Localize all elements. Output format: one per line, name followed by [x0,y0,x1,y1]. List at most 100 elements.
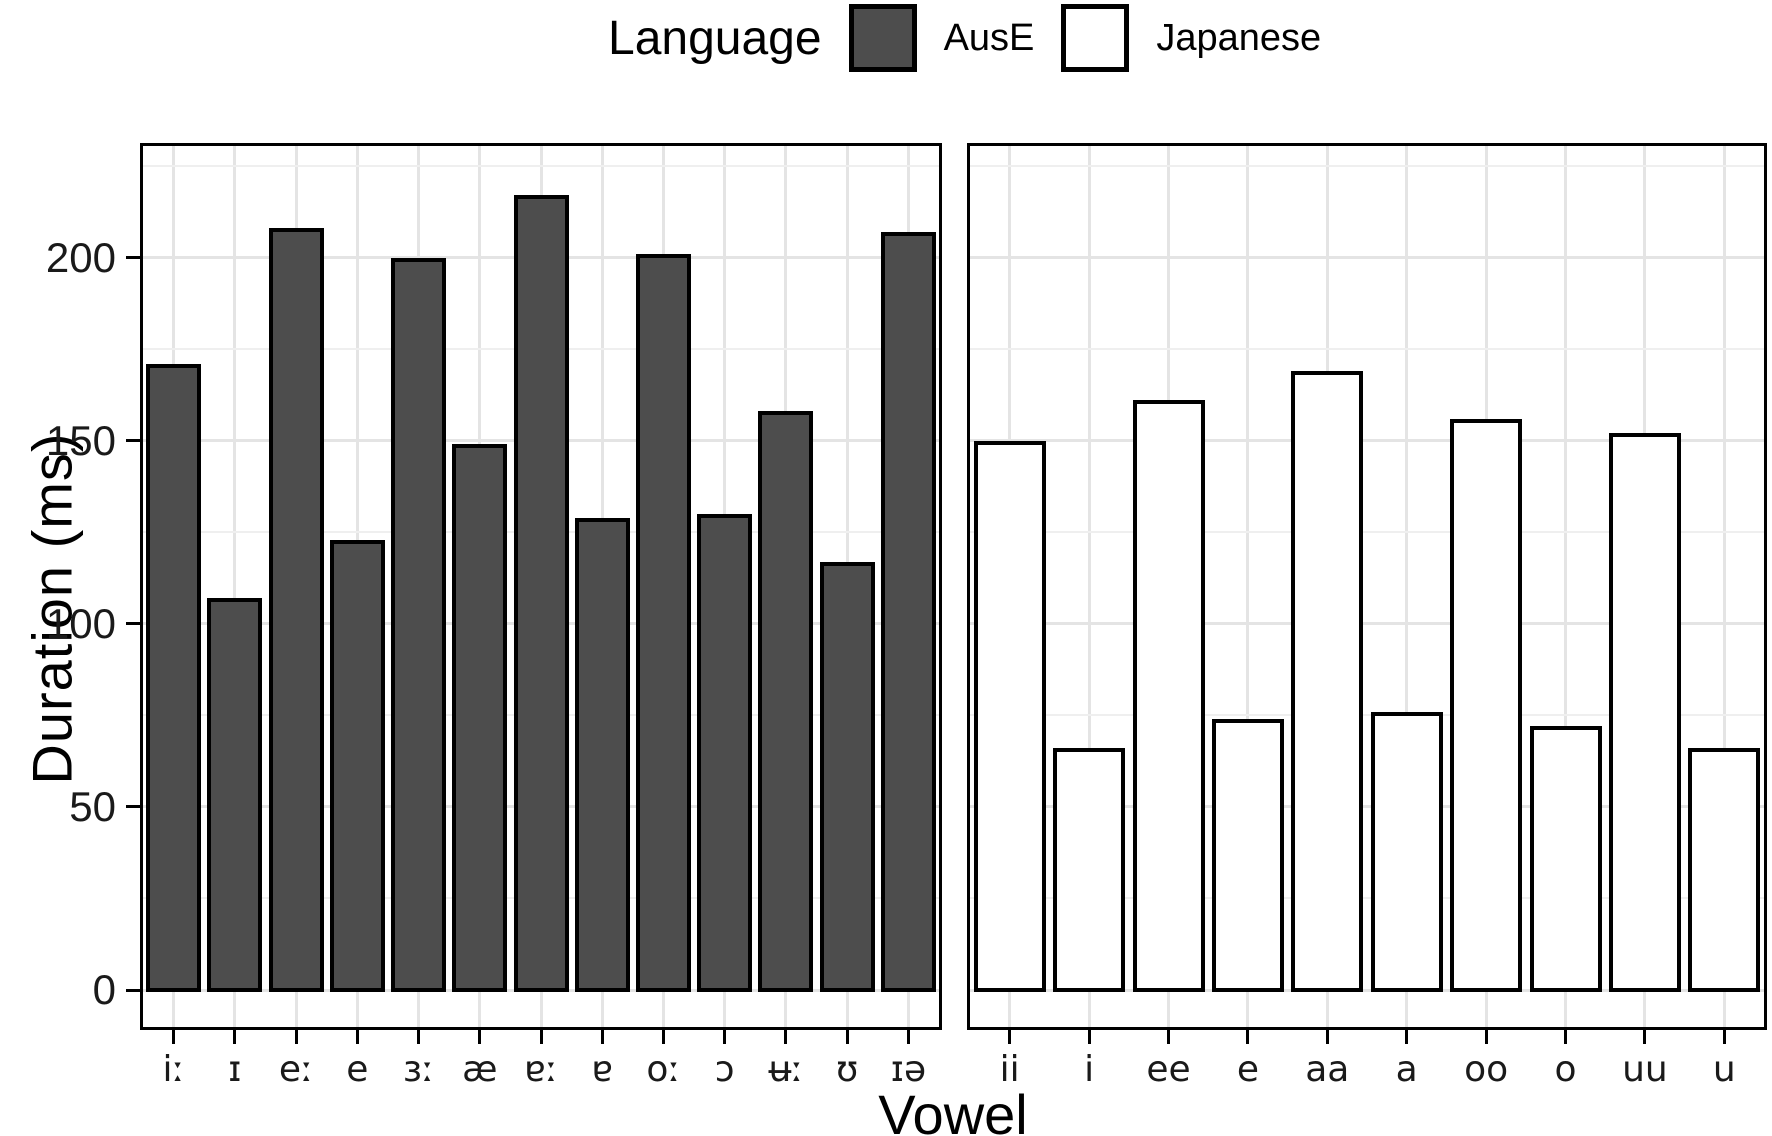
x-tick [539,1030,543,1044]
x-tick-label: e [346,1049,369,1090]
gridline [970,622,1764,626]
x-tick [600,1030,604,1044]
x-tick-label: æ [462,1049,498,1090]
bar-ause-eː [269,228,324,992]
x-tick [845,1030,849,1044]
facet-panel-japanese [967,143,1767,1030]
x-tick [1564,1030,1567,1044]
bar-japanese-oo [1450,419,1522,992]
bar-ause-ɔ [697,514,752,992]
gridline [970,988,1764,992]
gridline [970,714,1764,717]
x-tick [906,1030,910,1044]
x-tick [172,1030,176,1044]
y-tick [126,622,140,626]
legend-label-ause: AusE [943,16,1035,59]
y-tick [126,805,140,809]
x-tick [1246,1030,1250,1044]
bar-japanese-i [1053,748,1125,992]
y-tick-label: 200 [45,233,116,281]
x-tick [1325,1030,1329,1044]
x-tick-label: ɪ [228,1049,242,1090]
legend-label-japanese: Japanese [1156,16,1322,59]
bar-ause-iː [146,364,201,992]
gridline [970,805,1764,809]
bar-ause-ɪə [881,232,936,992]
x-tick-label: ʊ [836,1049,859,1090]
bar-japanese-aa [1291,371,1363,992]
x-tick-label: ɐː [524,1049,558,1090]
gridline [143,165,939,168]
bar-ause-æ [452,444,507,992]
x-tick [417,1030,421,1044]
gridline [970,439,1764,443]
bar-japanese-ee [1133,400,1205,992]
x-tick [1008,1030,1012,1044]
x-tick-label: u [1712,1049,1736,1090]
x-tick-label: ʉː [768,1049,804,1090]
y-tick-label: 50 [69,782,116,830]
legend-title: Language [608,11,822,65]
bar-japanese-o [1530,726,1602,992]
bar-ause-ʉː [758,411,813,992]
x-tick-label: i [1084,1049,1095,1090]
gridline [970,531,1764,534]
bar-ause-ʊ [820,562,875,992]
bar-ause-oː [636,254,691,992]
x-tick-label: a [1395,1049,1418,1090]
legend: Language AusE Japanese [608,1,1321,75]
x-tick [233,1030,237,1044]
x-tick [1167,1030,1170,1044]
gridline [1087,146,1091,1027]
gridline [970,897,1764,900]
x-tick [478,1030,482,1044]
x-tick-label: ee [1146,1049,1191,1090]
x-tick-label: oː [646,1049,681,1090]
bar-ause-ɐː [514,195,569,992]
gridline [1246,146,1250,1027]
x-tick [1643,1030,1647,1044]
bar-ause-ɜː [391,258,446,992]
gridline [1405,146,1409,1027]
x-tick-label: iː [162,1049,185,1090]
facet-panel-ause [140,143,942,1030]
y-tick-label: 150 [45,416,116,464]
x-tick [294,1030,298,1044]
legend-key-ause-swatch [848,4,917,72]
x-tick-label: eː [278,1049,314,1090]
bar-ause-e [330,540,385,992]
x-tick-label: uu [1622,1049,1668,1090]
x-tick-label: aa [1305,1049,1350,1090]
gridline [970,165,1764,168]
x-tick [723,1030,727,1044]
bar-japanese-u [1688,748,1760,992]
y-tick [126,439,140,443]
bar-japanese-uu [1609,433,1681,992]
x-tick [784,1030,788,1044]
x-tick [1405,1030,1409,1044]
gridline [1564,146,1567,1027]
x-tick-label: o [1554,1049,1577,1090]
x-tick-label: ɔ [714,1049,735,1090]
y-tick-label: 0 [92,966,116,1013]
bar-japanese-a [1371,712,1443,992]
y-tick [126,988,140,992]
bar-japanese-ii [974,441,1046,992]
gridline [233,146,237,1027]
legend-key-japanese-swatch [1061,4,1130,72]
x-tick-label: ii [999,1049,1020,1090]
y-tick [126,256,140,260]
bar-ause-ɐ [575,518,630,992]
x-tick-label: oo [1464,1049,1509,1090]
x-tick-label: ɜː [402,1049,435,1090]
gridline [970,348,1764,351]
x-axis-title: Vowel [878,1083,1028,1136]
x-tick [1087,1030,1091,1044]
x-tick [1484,1030,1488,1044]
x-tick [1722,1030,1726,1044]
legend-item-japanese: Japanese [1061,4,1321,72]
bar-ause-ɪ [207,598,262,992]
x-tick [355,1030,359,1044]
legend-item-ause: AusE [848,4,1035,72]
